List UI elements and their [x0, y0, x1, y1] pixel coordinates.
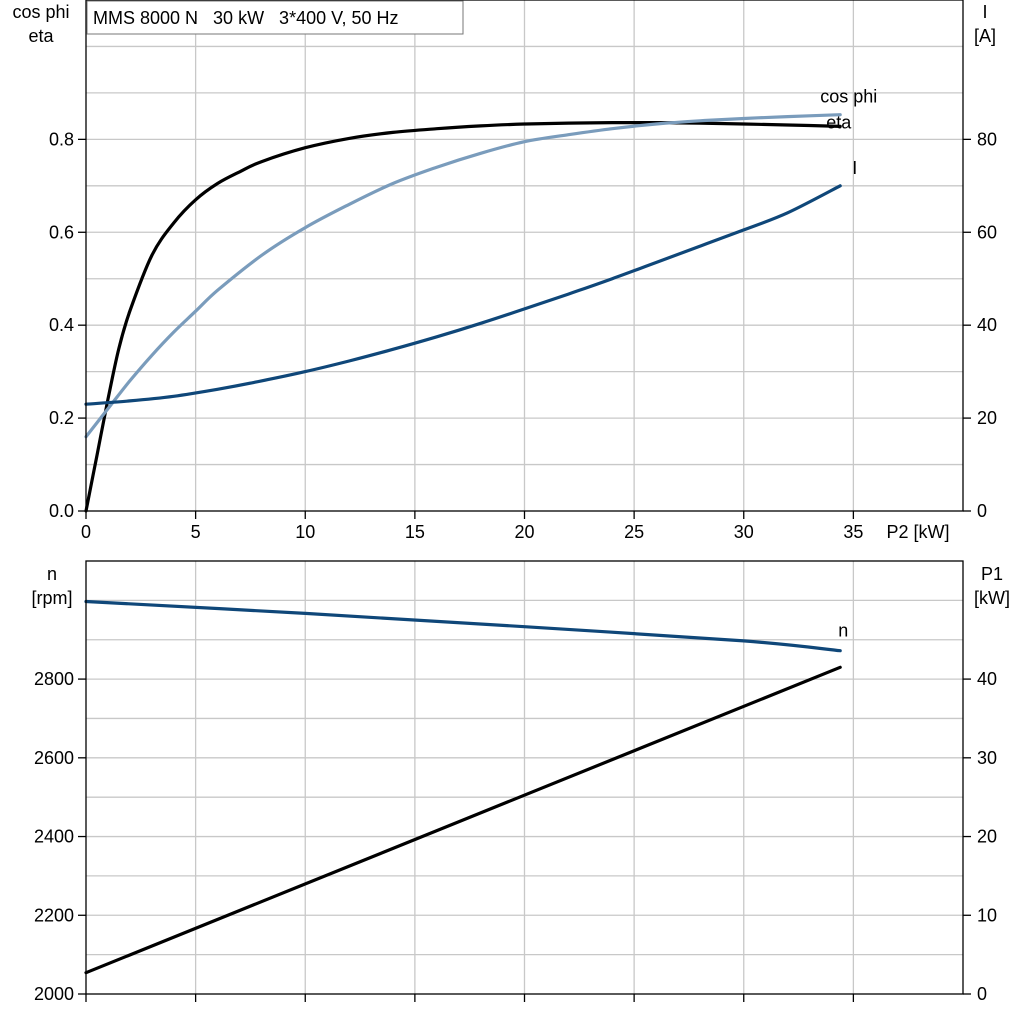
bottom-left-axis-label: n [rpm]: [31, 564, 72, 608]
top-right-axis-label-line-1: I: [982, 2, 987, 22]
left-tick-label: 0.4: [49, 315, 74, 335]
right-tick-label: 40: [977, 669, 997, 689]
top-left-axis-label-line-2: eta: [28, 26, 54, 46]
top-left-axis-label-line-1: cos phi: [12, 2, 69, 22]
series-label-eta: eta: [826, 112, 852, 132]
top-right-axis-label: I [A]: [974, 2, 996, 46]
bottom-right-axis-label-line-2: [kW]: [974, 588, 1010, 608]
chart-title-box: MMS 8000 N 30 kW 3*400 V, 50 Hz: [86, 0, 464, 35]
top-left-axis-label: cos phi eta: [12, 2, 69, 46]
right-tick-label: 80: [977, 129, 997, 149]
right-tick-label: 40: [977, 315, 997, 335]
series-line-cos-phi: [84, 113, 842, 439]
right-tick-label: 0: [977, 501, 987, 521]
series-line-n: [84, 599, 842, 653]
x-tick-label: 15: [405, 522, 425, 542]
series-line-eta: [84, 121, 842, 513]
chart-title-frame: [86, 0, 464, 35]
bottom-left-axis-label-line-1: n: [47, 564, 57, 584]
series-line-p1: [84, 665, 842, 975]
bottom-ticks: 2000 2200 2400 2600 2800 0 10 20 30 40: [34, 669, 997, 1004]
bottom-left-axis-label-line-2: [rpm]: [31, 588, 72, 608]
right-tick-label: 10: [977, 905, 997, 925]
top-ticks: 0.0 0.2 0.4 0.6 0.8 0 20 40 60 80 0 5 10 15 20 25 30 35: [49, 129, 997, 542]
x-axis-label: P2 [kW]: [886, 522, 949, 542]
right-tick-label: 30: [977, 748, 997, 768]
series-line-i: [84, 184, 842, 406]
left-tick-label: 2200: [34, 905, 74, 925]
x-tick-label: 30: [734, 522, 754, 542]
top-panel: eta cos phi I 0.0 0.2 0.4 0.6 0.8 0 20 40 60 80 0 5 10…: [12, 0, 997, 542]
x-tick-label: 20: [514, 522, 534, 542]
x-tick-label: 5: [191, 522, 201, 542]
bottom-right-axis-label-line-1: P1: [981, 564, 1003, 584]
left-tick-label: 0.0: [49, 501, 74, 521]
series-label-cos-phi: cos phi: [820, 87, 877, 107]
left-tick-label: 2000: [34, 984, 74, 1004]
left-tick-label: 0.8: [49, 129, 74, 149]
right-tick-label: 60: [977, 222, 997, 242]
top-series: eta cos phi I: [84, 87, 877, 513]
left-tick-label: 2800: [34, 669, 74, 689]
right-tick-label: 20: [977, 408, 997, 428]
x-tick-label: 0: [81, 522, 91, 542]
x-tick-label: 10: [295, 522, 315, 542]
series-label-n: n: [838, 621, 848, 641]
x-tick-label: 25: [624, 522, 644, 542]
left-tick-label: 2600: [34, 748, 74, 768]
series-label-i: I: [852, 158, 857, 178]
bottom-grid: [86, 561, 963, 994]
chart-title: MMS 8000 N 30 kW 3*400 V, 50 Hz: [93, 8, 398, 28]
left-tick-label: 0.6: [49, 222, 74, 242]
right-tick-label: 0: [977, 984, 987, 1004]
top-plot-frame: [85, 0, 964, 512]
right-tick-label: 20: [977, 827, 997, 847]
left-tick-label: 0.2: [49, 408, 74, 428]
bottom-series: n: [84, 599, 848, 975]
left-tick-label: 2400: [34, 827, 74, 847]
bottom-plot-frame: [85, 560, 964, 995]
top-right-axis-label-line-2: [A]: [974, 26, 996, 46]
top-grid: [86, 0, 963, 511]
x-tick-label: 35: [843, 522, 863, 542]
bottom-right-axis-label: P1 [kW]: [974, 564, 1010, 608]
